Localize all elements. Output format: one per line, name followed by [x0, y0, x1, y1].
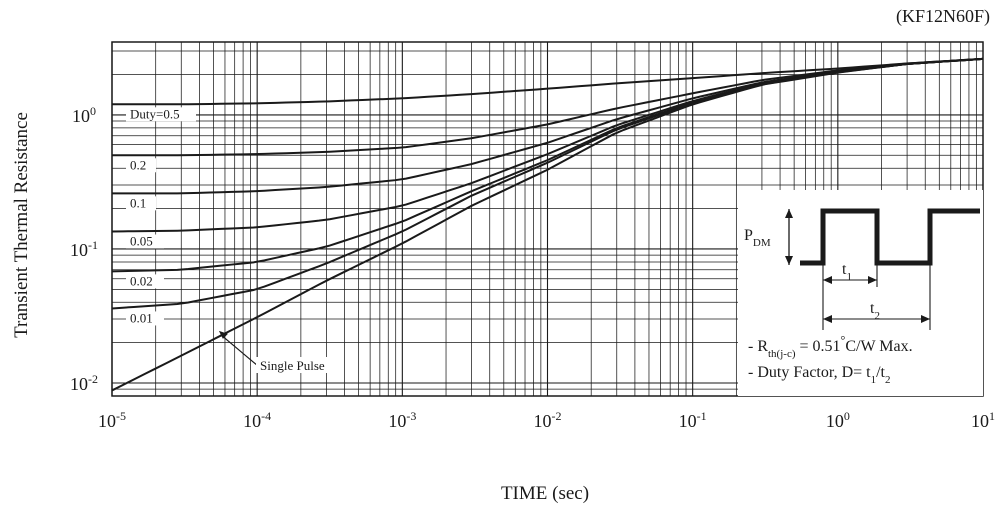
y-tick-label: 100	[72, 104, 96, 126]
series-labels: Duty=0.5 0.2 0.1 0.05 0.02 0.01	[126, 106, 196, 326]
duty-factor-note: - Duty Factor, D= t1/t2	[748, 364, 890, 386]
series-layer: Duty=0.5 0.2 0.1 0.05 0.02 0.01 Single Pulse	[111, 57, 984, 392]
series-label: 0.05	[130, 233, 153, 248]
pulse-waveform	[800, 208, 980, 266]
series-label: 0.01	[130, 310, 153, 325]
series-label: Duty=0.5	[130, 106, 180, 121]
x-tick-label: 10-5	[98, 409, 126, 431]
y-tick-label: 10-2	[70, 372, 98, 394]
x-tick-label: 101	[971, 409, 995, 431]
t2-label: t2	[870, 300, 880, 322]
x-tick-labels: 10-5 10-4 10-3 10-2 10-1 100 101	[98, 409, 995, 431]
series-label: 0.1	[130, 195, 146, 210]
x-tick-label: 10-1	[679, 409, 707, 431]
series-label-bg	[126, 107, 196, 122]
inset-background	[738, 190, 983, 396]
series-label-bg	[126, 234, 164, 249]
x-tick-label: 10-2	[534, 409, 562, 431]
part-number-label: (KF12N60F)	[896, 6, 990, 27]
series-line	[112, 57, 984, 106]
x-tick-label: 100	[826, 409, 850, 431]
single-pulse-label-bg	[256, 357, 340, 373]
t1-label: t1	[842, 261, 852, 283]
series-label-bg	[126, 311, 164, 326]
single-pulse-leader	[220, 334, 259, 367]
single-pulse-arrowhead	[218, 330, 228, 339]
y-tick-label: 10-1	[70, 238, 98, 260]
series-label: 0.2	[130, 157, 146, 172]
y-axis-label: Transient Thermal Resistance	[11, 112, 32, 338]
series-label-bg	[126, 274, 164, 289]
series-label-bg	[126, 196, 156, 211]
x-axis-label: TIME (sec)	[501, 483, 589, 504]
series-label: 0.02	[130, 273, 153, 288]
series-label: Single Pulse	[260, 358, 325, 373]
series-line	[111, 57, 984, 392]
x-tick-label: 10-3	[388, 409, 416, 431]
y-tick-labels: 10-2 10-1 100	[70, 104, 98, 394]
series-label-bg	[126, 158, 156, 173]
x-tick-label: 10-4	[243, 409, 271, 431]
rth-note: - Rth(j-c) = 0.51°C/W Max.	[748, 333, 913, 360]
